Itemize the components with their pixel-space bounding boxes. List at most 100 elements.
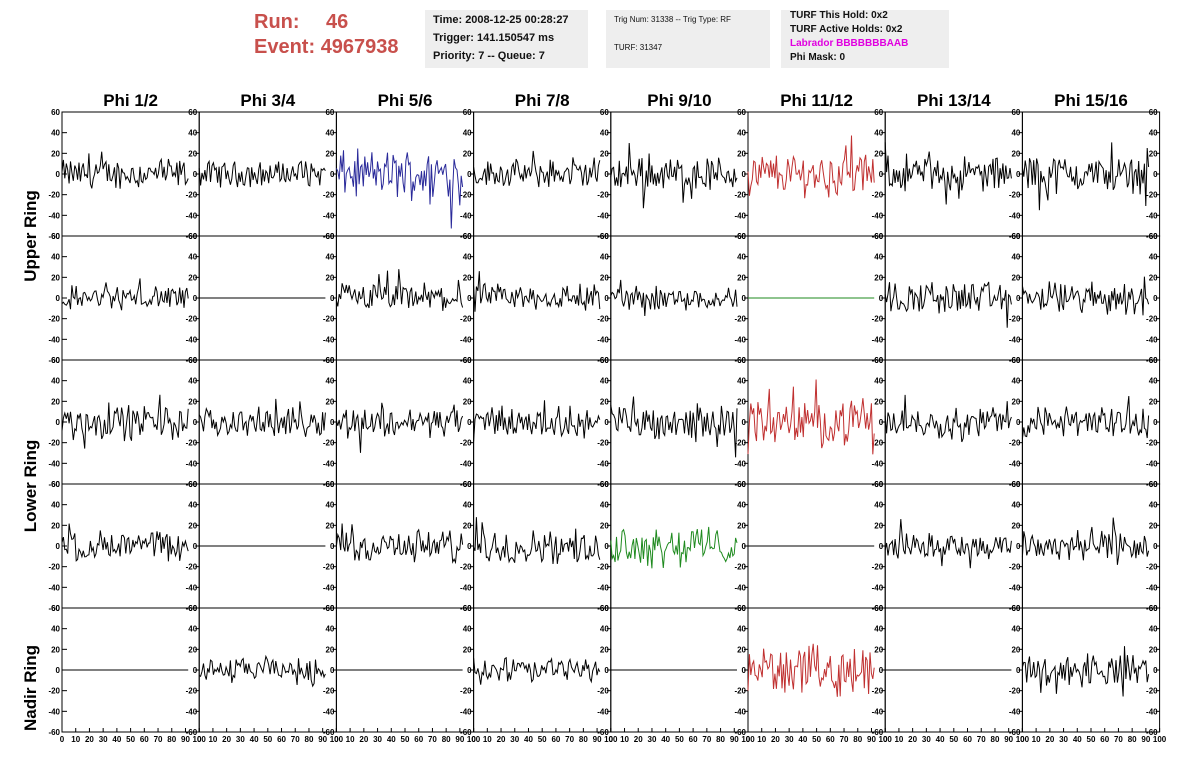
y-tick-label: -20 <box>1146 315 1158 324</box>
y-tick-label: 40 <box>463 501 472 510</box>
y-tick-label: 0 <box>56 170 61 179</box>
x-tick-label: 30 <box>1059 735 1068 744</box>
y-tick-label: 0 <box>467 418 472 427</box>
waveform-trace <box>884 519 1012 569</box>
y-tick-label: -40 <box>460 707 472 716</box>
y-tick-label: -40 <box>597 459 609 468</box>
waveform-trace <box>1021 517 1150 565</box>
ring-label: Lower Ring <box>21 440 40 533</box>
x-tick-label: 80 <box>442 735 451 744</box>
waveform-trace <box>1021 276 1150 316</box>
x-tick-label: 20 <box>222 735 231 744</box>
y-tick-label: -40 <box>597 583 609 592</box>
y-tick-label: 60 <box>325 108 334 117</box>
y-tick-label: 0 <box>1016 418 1021 427</box>
y-tick-label: 0 <box>879 542 884 551</box>
y-tick-label: 60 <box>737 232 746 241</box>
y-tick-label: 20 <box>188 397 197 406</box>
y-tick-label: -20 <box>734 315 746 324</box>
x-tick-label: 90 <box>1004 735 1013 744</box>
waveform-trace <box>610 526 738 569</box>
y-tick-label: 40 <box>1149 129 1158 138</box>
y-tick-label: 0 <box>330 170 335 179</box>
y-tick-label: 20 <box>51 397 60 406</box>
y-tick-label: 0 <box>742 418 747 427</box>
waveform-trace <box>473 271 601 312</box>
y-tick-label: 20 <box>874 273 883 282</box>
y-tick-label: 0 <box>193 542 198 551</box>
y-tick-label: 0 <box>467 294 472 303</box>
y-tick-label: 0 <box>604 666 609 675</box>
y-tick-label: 20 <box>188 645 197 654</box>
y-tick-label: 60 <box>737 108 746 117</box>
y-tick-label: 40 <box>1011 129 1020 138</box>
x-tick-label: 50 <box>812 735 821 744</box>
panel-frame <box>473 111 612 237</box>
x-tick-label: 0 <box>60 735 65 744</box>
x-tick-label: 40 <box>112 735 121 744</box>
waveform-trace <box>61 151 189 189</box>
y-tick-label: 20 <box>874 645 883 654</box>
y-tick-label: 0 <box>1153 666 1158 675</box>
y-tick-label: -20 <box>872 563 884 572</box>
y-tick-label: -40 <box>597 211 609 220</box>
waveform-trace <box>198 159 326 188</box>
y-tick-label: 0 <box>1016 170 1021 179</box>
y-tick-label: 40 <box>600 625 609 634</box>
panel-frame <box>61 359 200 485</box>
y-tick-label: -20 <box>734 191 746 200</box>
y-tick-label: 60 <box>600 356 609 365</box>
y-tick-label: 40 <box>874 377 883 386</box>
y-tick-label: -40 <box>1146 707 1158 716</box>
y-tick-label: -40 <box>186 335 198 344</box>
y-tick-label: 20 <box>1011 397 1020 406</box>
y-tick-label: -20 <box>186 315 198 324</box>
y-tick-label: 20 <box>325 645 334 654</box>
y-tick-label: 0 <box>879 418 884 427</box>
y-tick-label: 20 <box>1011 149 1020 158</box>
y-tick-label: -20 <box>597 439 609 448</box>
y-tick-label: 0 <box>879 170 884 179</box>
y-tick-label: 60 <box>737 480 746 489</box>
y-tick-label: 40 <box>1149 253 1158 262</box>
x-tick-label: 0 <box>1020 735 1025 744</box>
y-tick-label: -40 <box>48 707 60 716</box>
x-tick-label: 100 <box>330 735 344 744</box>
y-tick-label: 0 <box>193 418 198 427</box>
y-tick-label: -20 <box>460 191 472 200</box>
y-tick-label: -20 <box>323 439 335 448</box>
y-tick-label: 40 <box>737 625 746 634</box>
x-tick-label: 10 <box>208 735 217 744</box>
y-tick-label: 60 <box>874 108 883 117</box>
y-tick-label: -40 <box>872 707 884 716</box>
y-tick-label: 60 <box>325 480 334 489</box>
y-tick-label: 0 <box>742 666 747 675</box>
x-tick-label: 80 <box>167 735 176 744</box>
x-tick-label: 10 <box>483 735 492 744</box>
waveform-trace <box>1021 142 1150 211</box>
y-tick-label: 20 <box>188 521 197 530</box>
y-tick-label: 20 <box>463 273 472 282</box>
y-tick-label: -40 <box>186 211 198 220</box>
x-tick-label: 90 <box>318 735 327 744</box>
x-tick-label: 0 <box>471 735 476 744</box>
y-tick-label: 20 <box>737 273 746 282</box>
panel-frame <box>335 359 475 485</box>
x-tick-label: 60 <box>689 735 698 744</box>
y-tick-label: 60 <box>325 604 334 613</box>
y-tick-label: -20 <box>323 687 335 696</box>
trigger-text: Trigger: 141.150547 ms <box>433 32 555 44</box>
y-tick-label: -20 <box>872 191 884 200</box>
y-tick-label: -40 <box>186 707 198 716</box>
y-tick-label: -20 <box>460 563 472 572</box>
x-tick-label: 50 <box>126 735 135 744</box>
y-tick-label: 20 <box>600 645 609 654</box>
y-tick-label: -20 <box>323 191 335 200</box>
column-title: Phi 1/2 <box>103 91 158 110</box>
y-tick-label: -20 <box>1009 439 1021 448</box>
column-title: Phi 15/16 <box>1054 91 1128 110</box>
y-tick-label: 20 <box>51 645 60 654</box>
waveform-trace <box>335 402 464 453</box>
y-tick-label: 40 <box>463 377 472 386</box>
